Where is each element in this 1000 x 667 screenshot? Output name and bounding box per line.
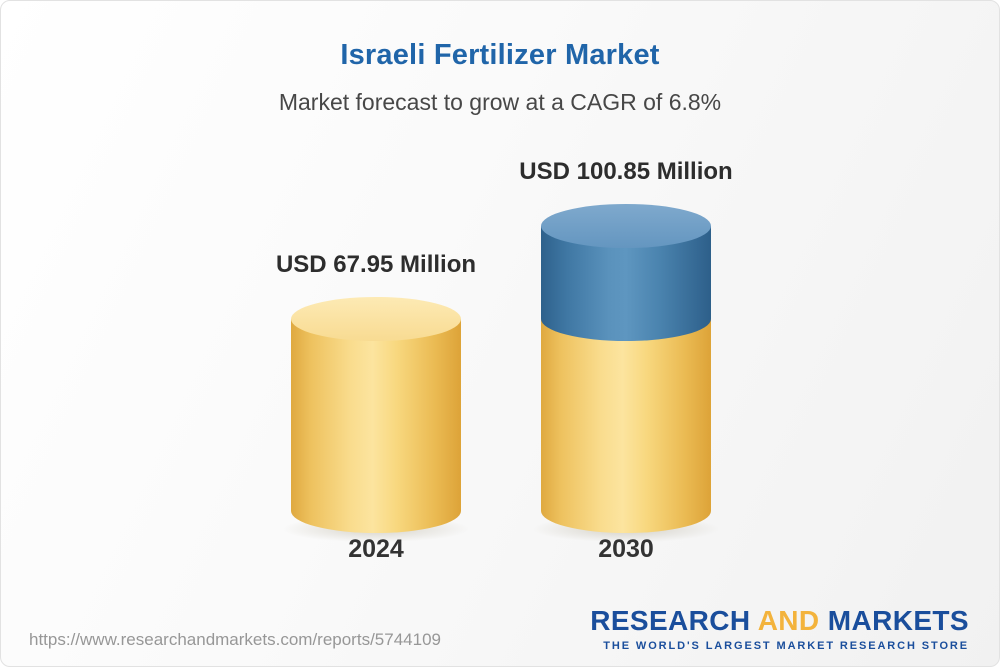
cylinder-2024-body <box>291 318 461 533</box>
report-url: https://www.researchandmarkets.com/repor… <box>29 630 441 649</box>
brand-logo: RESEARCH AND MARKETS THE WORLD'S LARGEST… <box>590 607 969 653</box>
header: Israeli Fertilizer Market Market forecas… <box>1 39 999 116</box>
brand-word-markets: MARKETS <box>827 605 969 636</box>
page-subtitle: Market forecast to grow at a CAGR of 6.8… <box>278 89 722 115</box>
bar-2030: USD 100.85 Million 2030 <box>519 1 732 666</box>
cylinder-2030-base-segment <box>541 318 711 533</box>
cylinder-2024-top <box>291 296 461 341</box>
brand-name: RESEARCH AND MARKETS <box>590 607 969 635</box>
brand-word-research: RESEARCH <box>590 605 751 636</box>
value-label-2024: USD 67.95 Million <box>275 250 477 278</box>
page-title: Israeli Fertilizer Market <box>340 39 660 71</box>
year-label-2030: 2030 <box>598 535 654 563</box>
cylinder-2030-top <box>541 204 711 248</box>
brand-word-and: AND <box>757 605 820 636</box>
bar-2024: USD 67.95 Million 2024 <box>276 1 476 666</box>
brand-tagline: THE WORLD'S LARGEST MARKET RESEARCH STOR… <box>603 640 969 652</box>
year-label-2024: 2024 <box>348 535 404 563</box>
value-label-2030: USD 100.85 Million <box>519 158 733 185</box>
footer: https://www.researchandmarkets.com/repor… <box>29 607 969 653</box>
